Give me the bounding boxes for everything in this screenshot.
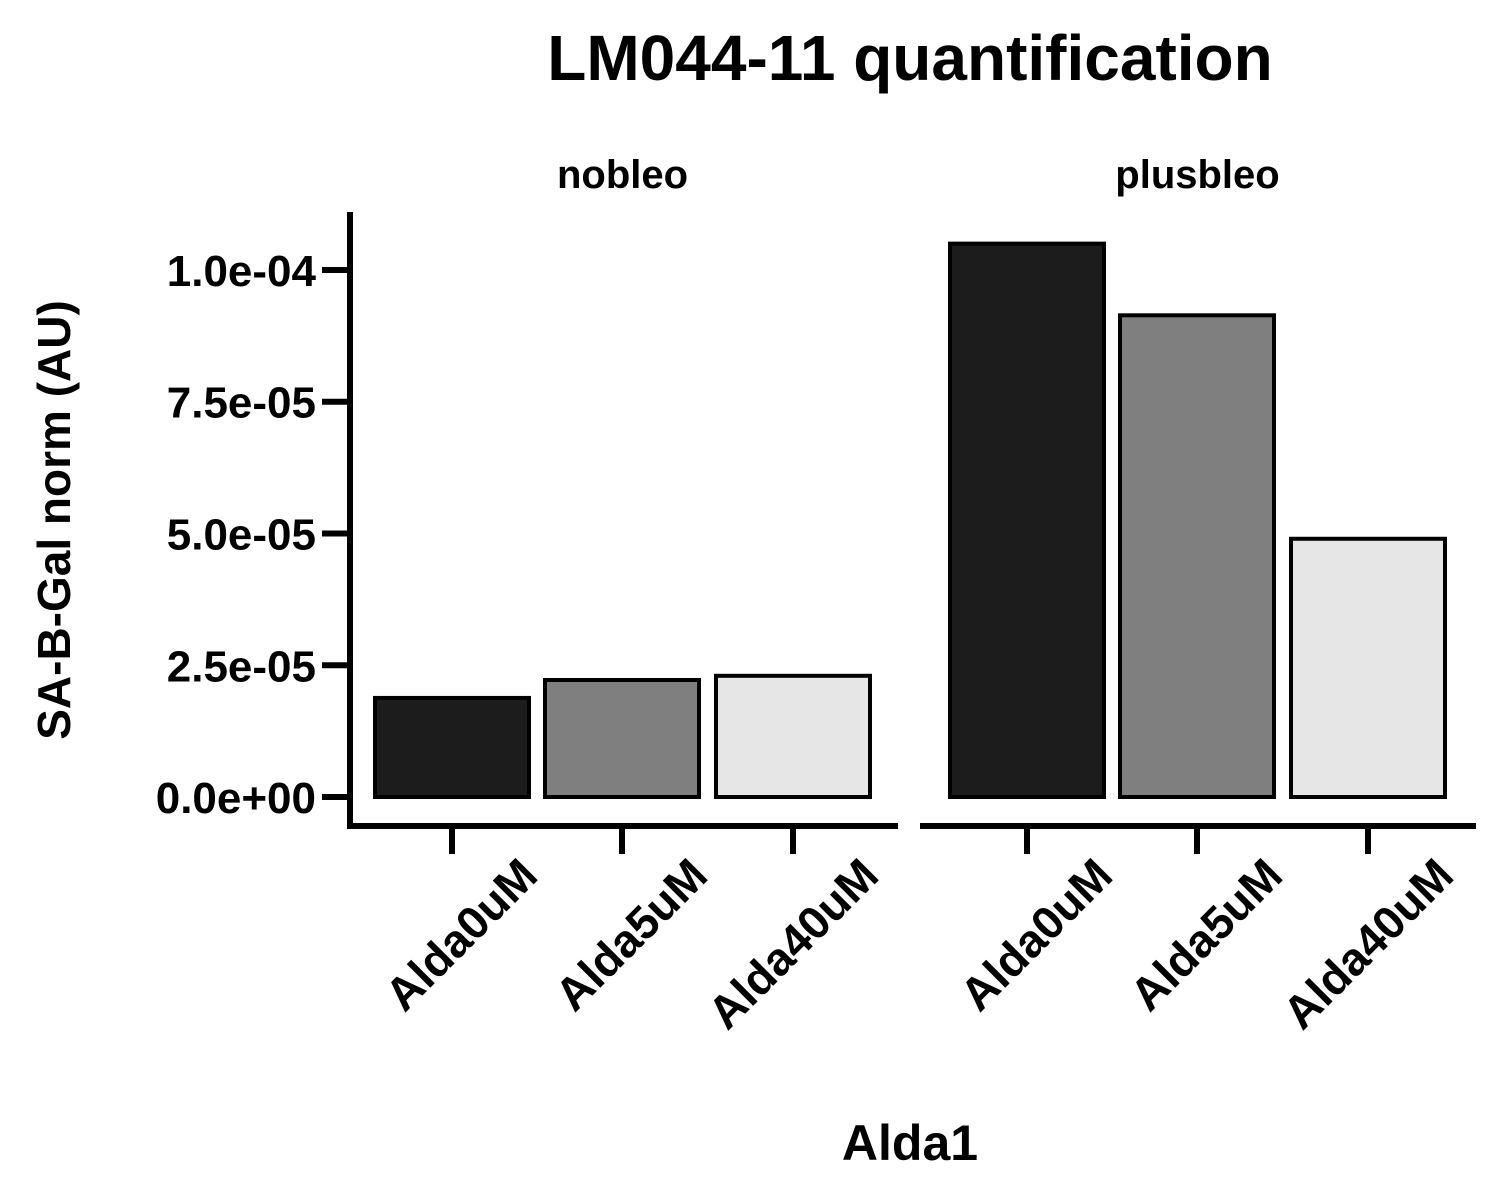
facets: nobleoAlda0uMAlda5uMAlda40uMplusbleoAlda…	[350, 153, 1476, 1039]
x-tick-label: Alda5uM	[1120, 848, 1292, 1020]
x-tick-label: Alda5uM	[545, 848, 717, 1020]
x-axis-label: Alda1	[842, 1115, 978, 1171]
x-tick-label: Alda40uM	[1273, 848, 1463, 1038]
x-tick-label: Alda0uM	[950, 848, 1122, 1020]
bar-plusbleo-Alda5uM	[1118, 313, 1276, 800]
bar-nobleo-Alda0uM	[373, 695, 531, 800]
bar-nobleo-Alda40uM	[714, 673, 872, 800]
y-tick-label: 1.0e-04	[167, 247, 317, 296]
bar-nobleo-Alda5uM	[543, 678, 701, 800]
y-tick-label: 7.5e-05	[167, 379, 316, 428]
x-tick-label: Alda0uM	[375, 848, 547, 1020]
y-axis-label: SA-B-Gal norm (AU)	[28, 300, 80, 740]
facet-strip-label: plusbleo	[1115, 153, 1279, 197]
chart-title: LM044-11 quantification	[547, 22, 1272, 94]
bar-plusbleo-Alda0uM	[948, 241, 1106, 800]
x-tick-label: Alda40uM	[698, 848, 888, 1038]
bar-plusbleo-Alda40uM	[1289, 536, 1447, 800]
y-tick-label: 0.0e+00	[156, 774, 316, 823]
facet-strip-label: nobleo	[557, 153, 688, 197]
y-tick-label: 2.5e-05	[167, 642, 316, 691]
y-tick-label: 5.0e-05	[167, 510, 316, 559]
y-axis: 0.0e+00 2.5e-05 5.0e-05 7.5e-05 1.0e-04	[156, 212, 353, 829]
